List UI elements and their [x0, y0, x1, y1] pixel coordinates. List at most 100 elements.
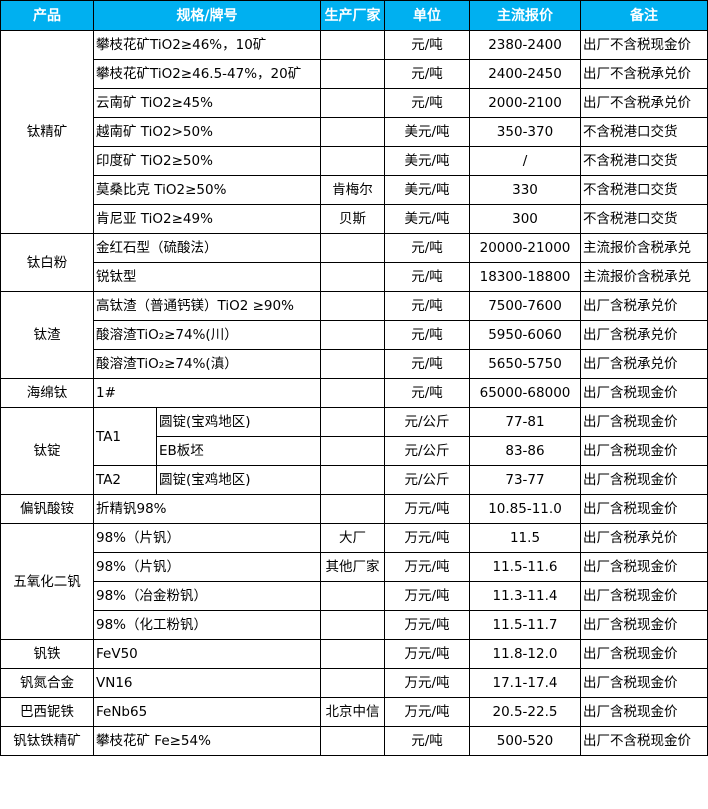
price-cell: 10.85-11.0: [469, 494, 581, 524]
unit-cell: 元/吨: [384, 378, 470, 408]
product-cell: 五氧化二钒: [0, 523, 94, 640]
header-unit: 单位: [384, 0, 470, 31]
spec-cell: 越南矿 TiO2>50%: [93, 117, 321, 147]
note-cell: 出厂含税承兑价: [580, 320, 708, 350]
table-row: 酸溶渣TiO₂≥74%(滇） 元/吨 5650-5750 出厂含税承兑价: [1, 349, 708, 379]
price-cell: 330: [469, 175, 581, 205]
maker-cell: 其他厂家: [320, 552, 385, 582]
table-row: 越南矿 TiO2>50% 美元/吨 350-370 不含税港口交货: [1, 117, 708, 147]
maker-cell: 大厂: [320, 523, 385, 553]
price-cell: 65000-68000: [469, 378, 581, 408]
product-cell: 偏钒酸铵: [0, 494, 94, 524]
price-cell: 2380-2400: [469, 30, 581, 60]
unit-cell: 元/吨: [384, 349, 470, 379]
spec-cell: 酸溶渣TiO₂≥74%(滇）: [93, 349, 321, 379]
table-row: 印度矿 TiO2≥50% 美元/吨 / 不含税港口交货: [1, 146, 708, 176]
spec-cell: 锐钛型: [93, 262, 321, 292]
spec-cell: FeNb65: [93, 697, 321, 727]
table-row: 98%（化工粉钒） 万元/吨 11.5-11.7 出厂含税现金价: [1, 610, 708, 640]
table-row: TA2 圆锭(宝鸡地区) 元/公斤 73-77 出厂含税现金价: [1, 465, 708, 495]
price-cell: 77-81: [469, 407, 581, 437]
table-row: 钒铁 FeV50 万元/吨 11.8-12.0 出厂含税现金价: [0, 639, 708, 669]
table-row: 钛白粉 金红石型（硫酸法） 元/吨 20000-21000 主流报价含税承兑: [0, 233, 708, 292]
table-row: 钛渣 高钛渣（普通钙镁）TiO2 ≥90% 元/吨 7500-7600 出厂含税承兑价: [0, 291, 708, 379]
product-cell: 钒钛铁精矿: [0, 726, 94, 756]
note-cell: 出厂含税现金价: [580, 465, 708, 495]
price-cell: 11.5: [469, 523, 581, 553]
note-cell: 主流报价含税承兑: [580, 262, 708, 292]
unit-cell: 美元/吨: [384, 146, 470, 176]
price-cell: 83-86: [469, 436, 581, 466]
price-cell: 73-77: [469, 465, 581, 495]
unit-cell: 美元/吨: [384, 117, 470, 147]
price-cell: 7500-7600: [469, 291, 581, 321]
spec-cell: 印度矿 TiO2≥50%: [93, 146, 321, 176]
unit-cell: 元/吨: [384, 233, 470, 263]
price-cell: /: [469, 146, 581, 176]
unit-cell: 元/公斤: [384, 407, 470, 437]
table-row: 钒钛铁精矿 攀枝花矿 Fe≥54% 元/吨 500-520 出厂不含税现金价: [0, 726, 708, 756]
unit-cell: 万元/吨: [384, 552, 470, 582]
maker-cell: [320, 146, 385, 176]
maker-cell: [320, 320, 385, 350]
unit-cell: 美元/吨: [384, 204, 470, 234]
product-cell: 钒铁: [0, 639, 94, 669]
unit-cell: 万元/吨: [384, 610, 470, 640]
price-cell: 11.5-11.7: [469, 610, 581, 640]
price-table: 产品 规格/牌号 生产厂家 单位 主流报价 备注 钛精矿 攀枝花矿TiO2≥46%…: [0, 0, 708, 756]
note-cell: 不含税港口交货: [580, 204, 708, 234]
price-cell: 2400-2450: [469, 59, 581, 89]
maker-cell: [320, 610, 385, 640]
header-row: 产品 规格/牌号 生产厂家 单位 主流报价 备注: [0, 0, 708, 31]
spec-cell: 攀枝花矿 Fe≥54%: [93, 726, 321, 756]
maker-cell: [320, 494, 385, 524]
grade-cell: TA2: [93, 465, 157, 495]
note-cell: 出厂含税承兑价: [580, 349, 708, 379]
table-row: 云南矿 TiO2≥45% 元/吨 2000-2100 出厂不含税承兑价: [1, 88, 708, 118]
maker-cell: [320, 407, 385, 437]
price-cell: 18300-18800: [469, 262, 581, 292]
note-cell: 出厂含税现金价: [580, 378, 708, 408]
price-cell: 11.3-11.4: [469, 581, 581, 611]
spec-cell: 攀枝花矿TiO2≥46%，10矿: [93, 30, 321, 60]
maker-cell: [320, 436, 385, 466]
price-cell: 20.5-22.5: [469, 697, 581, 727]
unit-cell: 万元/吨: [384, 581, 470, 611]
price-cell: 2000-2100: [469, 88, 581, 118]
maker-cell: [320, 639, 385, 669]
product-cell: 钛精矿: [0, 30, 94, 234]
table-row: 锐钛型 元/吨 18300-18800 主流报价含税承兑: [1, 262, 708, 292]
maker-cell: 肯梅尔: [320, 175, 385, 205]
table-row: 钛精矿 攀枝花矿TiO2≥46%，10矿 元/吨 2380-2400 出厂不含税现金价: [0, 30, 708, 234]
note-cell: 出厂含税现金价: [580, 639, 708, 669]
grade-cell: TA1: [93, 407, 157, 466]
table-row: 偏钒酸铵 折精钒98% 万元/吨 10.85-11.0 出厂含税现金价: [0, 494, 708, 524]
spec-cell: 98%（片钒）: [93, 552, 321, 582]
maker-cell: [320, 465, 385, 495]
header-note: 备注: [580, 0, 708, 31]
table-row: 巴西铌铁 FeNb65 北京中信 万元/吨 20.5-22.5 出厂含税现金价: [0, 697, 708, 727]
spec-cell: 云南矿 TiO2≥45%: [93, 88, 321, 118]
note-cell: 出厂含税现金价: [580, 668, 708, 698]
unit-cell: 元/公斤: [384, 465, 470, 495]
spec-cell: 高钛渣（普通钙镁）TiO2 ≥90%: [93, 291, 321, 321]
product-cell: 钛白粉: [0, 233, 94, 292]
unit-cell: 元/吨: [384, 291, 470, 321]
unit-cell: 元/吨: [384, 320, 470, 350]
spec-cell: 攀枝花矿TiO2≥46.5-47%，20矿: [93, 59, 321, 89]
spec-cell: 莫桑比克 TiO2≥50%: [93, 175, 321, 205]
maker-cell: [320, 88, 385, 118]
note-cell: 出厂含税现金价: [580, 407, 708, 437]
note-cell: 不含税港口交货: [580, 117, 708, 147]
table-row: 钛锭 TA1 圆锭(宝鸡地区) 元/公斤 77-81 出厂含税现金价: [0, 407, 708, 495]
price-cell: 17.1-17.4: [469, 668, 581, 698]
table-row: 钒氮合金 VN16 万元/吨 17.1-17.4 出厂含税现金价: [0, 668, 708, 698]
price-cell: 20000-21000: [469, 233, 581, 263]
note-cell: 出厂含税现金价: [580, 697, 708, 727]
price-cell: 5950-6060: [469, 320, 581, 350]
unit-cell: 元/公斤: [384, 436, 470, 466]
maker-cell: [320, 378, 385, 408]
maker-cell: 贝斯: [320, 204, 385, 234]
maker-cell: [320, 117, 385, 147]
maker-cell: [320, 262, 385, 292]
